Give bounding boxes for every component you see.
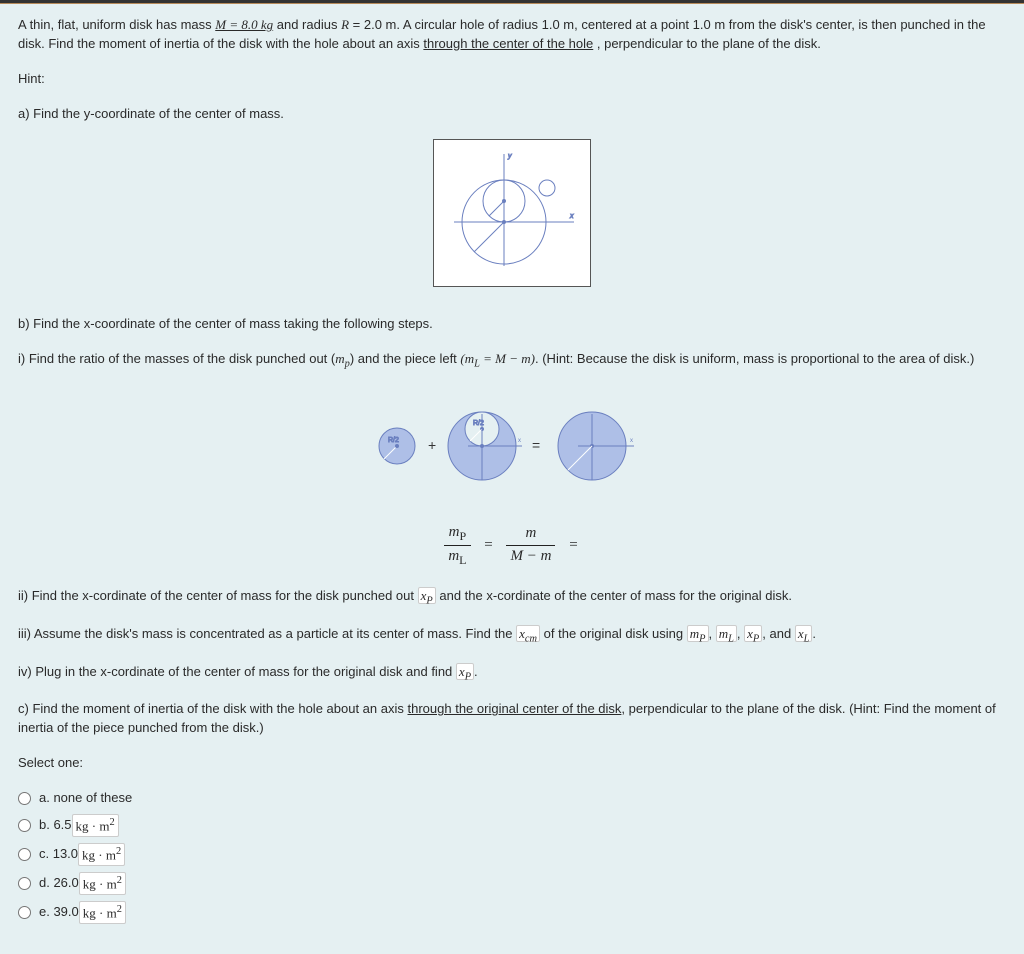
radio-a[interactable] [18, 792, 31, 805]
option-d-unit: kg · m2 [79, 872, 126, 895]
text: of the original disk using [540, 626, 687, 641]
option-d-label: d. 26.0 [39, 874, 79, 893]
equals-2: = [569, 537, 577, 553]
svg-text:x: x [630, 438, 633, 444]
hint-label: Hint: [18, 70, 1006, 89]
text: iii) Assume the disk's mass is concentra… [18, 626, 516, 641]
text: iv) Plug in the x-cordinate of the cente… [18, 664, 456, 679]
part-b-i: i) Find the ratio of the masses of the d… [18, 350, 1006, 372]
option-e-unit: kg · m2 [79, 901, 126, 924]
svg-text:y: y [507, 153, 512, 160]
text: , perpendicular to the plane of the disk… [597, 36, 821, 51]
part-b-iv: iv) Plug in the x-cordinate of the cente… [18, 663, 1006, 685]
option-b-unit: kg · m2 [72, 814, 119, 837]
radius-sym: R [341, 17, 349, 32]
text: c) Find the moment of inertia of the dis… [18, 701, 408, 716]
select-one-label: Select one: [18, 754, 1006, 773]
option-c-label: c. 13.0 [39, 845, 78, 864]
equals-1: = [484, 537, 492, 553]
disk-hole-diagram: y x [442, 148, 582, 278]
part-c: c) Find the moment of inertia of the dis… [18, 700, 1006, 738]
text: A thin, flat, uniform disk has mass [18, 17, 215, 32]
part-b-iii: iii) Assume the disk's mass is concentra… [18, 625, 1006, 647]
svg-text:=: = [532, 437, 540, 453]
svg-text:x: x [569, 213, 574, 220]
figure-2-wrap: R/2 + R/2 x = x [18, 388, 1006, 500]
text: . (Hint: Because the disk is uniform, ma… [535, 351, 974, 366]
radio-c[interactable] [18, 848, 31, 861]
option-b-label: b. 6.5 [39, 816, 72, 835]
option-c[interactable]: c. 13.0 kg · m2 [18, 843, 1006, 866]
text: . [812, 626, 816, 641]
figure-1-wrap: y x [18, 139, 1006, 293]
radio-b[interactable] [18, 819, 31, 832]
xp-var: xP [418, 587, 436, 604]
axis-phrase-c: through the original center of the disk [408, 701, 622, 716]
svg-text:x: x [518, 438, 521, 444]
text: ) and the piece left [350, 351, 461, 366]
svg-text:R/2: R/2 [388, 437, 399, 444]
problem-statement: A thin, flat, uniform disk has mass M = … [18, 16, 1006, 54]
option-e-label: e. 39.0 [39, 903, 79, 922]
text: and radius [277, 17, 341, 32]
frac-m-Mm: m M − m [506, 523, 555, 568]
ml-eq: (mL = M − m) [460, 351, 535, 366]
xp2-var: xP [744, 625, 762, 642]
radio-d[interactable] [18, 877, 31, 890]
radio-e[interactable] [18, 906, 31, 919]
text: i) Find the ratio of the masses of the d… [18, 351, 335, 366]
option-d[interactable]: d. 26.0 kg · m2 [18, 872, 1006, 895]
figure-1-box: y x [433, 139, 591, 287]
axis-phrase: through the center of the hole [423, 36, 593, 51]
mass-decomposition-diagram: R/2 + R/2 x = x [362, 396, 662, 486]
mp-var: mP [687, 625, 709, 642]
mass-eq: M = 8.0 kg [215, 17, 273, 32]
xcm-var: xcm [516, 625, 540, 642]
ratio-formula: mP mL = m M − m = [18, 522, 1006, 570]
text: and the x-cordinate of the center of mas… [439, 588, 792, 603]
text: ii) Find the x-cordinate of the center o… [18, 588, 418, 603]
question-content: A thin, flat, uniform disk has mass M = … [0, 4, 1024, 954]
option-a-label: a. none of these [39, 789, 132, 808]
svg-text:+: + [428, 437, 436, 453]
option-e[interactable]: e. 39.0 kg · m2 [18, 901, 1006, 924]
part-a: a) Find the y-coordinate of the center o… [18, 105, 1006, 124]
xp3-var: xP [456, 663, 474, 680]
text: . [474, 664, 478, 679]
mp: mp [335, 351, 350, 366]
option-c-unit: kg · m2 [78, 843, 125, 866]
option-b[interactable]: b. 6.5 kg · m2 [18, 814, 1006, 837]
figure-2-box: R/2 + R/2 x = x [354, 388, 670, 494]
svg-text:R/2: R/2 [473, 420, 484, 427]
options-group: a. none of these b. 6.5 kg · m2 c. 13.0 … [18, 789, 1006, 925]
part-b: b) Find the x-coordinate of the center o… [18, 315, 1006, 334]
part-b-ii: ii) Find the x-cordinate of the center o… [18, 587, 1006, 609]
frac-mp-ml: mP mL [444, 522, 470, 570]
option-a[interactable]: a. none of these [18, 789, 1006, 808]
xl-var: xL [795, 625, 813, 642]
ml-var: mL [716, 625, 737, 642]
